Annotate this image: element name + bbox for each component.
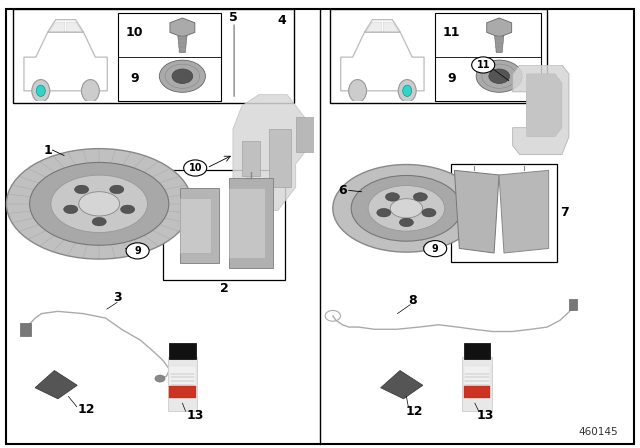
Bar (333, 13, 432, 101)
Bar (118, 13, 221, 101)
Ellipse shape (6, 149, 192, 259)
Ellipse shape (51, 175, 147, 233)
Text: 7: 7 (560, 206, 569, 220)
Bar (169, 343, 196, 359)
Ellipse shape (79, 192, 120, 216)
Ellipse shape (29, 163, 169, 245)
Text: 10: 10 (188, 163, 202, 173)
Circle shape (155, 375, 165, 382)
Ellipse shape (120, 205, 134, 214)
Text: 9: 9 (447, 73, 456, 86)
Circle shape (184, 160, 207, 176)
Ellipse shape (333, 164, 480, 252)
Ellipse shape (75, 185, 89, 194)
Polygon shape (35, 370, 77, 399)
Bar (451, 164, 557, 262)
Ellipse shape (413, 193, 428, 201)
Bar (169, 386, 196, 398)
Ellipse shape (377, 208, 391, 217)
Ellipse shape (390, 198, 422, 218)
Ellipse shape (92, 217, 106, 226)
Bar (463, 386, 490, 398)
Text: 13: 13 (476, 409, 494, 422)
Bar (462, 357, 492, 411)
Circle shape (472, 57, 495, 73)
Ellipse shape (64, 205, 78, 214)
Text: 9: 9 (432, 244, 438, 254)
Text: 9: 9 (130, 73, 139, 86)
Bar (569, 299, 577, 310)
Polygon shape (381, 370, 423, 399)
Text: 1: 1 (44, 143, 52, 157)
Text: 460145: 460145 (578, 427, 618, 437)
Bar (20, 323, 31, 336)
Text: 9: 9 (134, 246, 141, 256)
Text: 10: 10 (125, 26, 143, 39)
Bar (463, 366, 490, 386)
Circle shape (126, 243, 149, 259)
Text: 11: 11 (442, 26, 460, 39)
Bar (13, 9, 294, 103)
Ellipse shape (368, 185, 445, 231)
Text: 2: 2 (220, 282, 228, 296)
Text: 13: 13 (186, 409, 204, 422)
Bar (169, 366, 196, 386)
Bar (463, 343, 490, 359)
Bar (163, 170, 285, 280)
Ellipse shape (351, 176, 461, 241)
Bar (168, 357, 197, 411)
Circle shape (424, 241, 447, 257)
Bar (435, 13, 541, 101)
Text: 12: 12 (406, 405, 424, 418)
Ellipse shape (109, 185, 124, 194)
Text: 6: 6 (338, 184, 347, 197)
Ellipse shape (385, 193, 399, 201)
Text: 12: 12 (77, 403, 95, 417)
Ellipse shape (399, 218, 413, 227)
Text: 5: 5 (229, 11, 238, 24)
Bar (330, 9, 547, 103)
Ellipse shape (422, 208, 436, 217)
Text: 11: 11 (476, 60, 490, 70)
Text: 4: 4 (277, 14, 286, 27)
Bar (16, 13, 115, 101)
Text: 3: 3 (113, 291, 122, 305)
Text: 8: 8 (408, 293, 417, 307)
